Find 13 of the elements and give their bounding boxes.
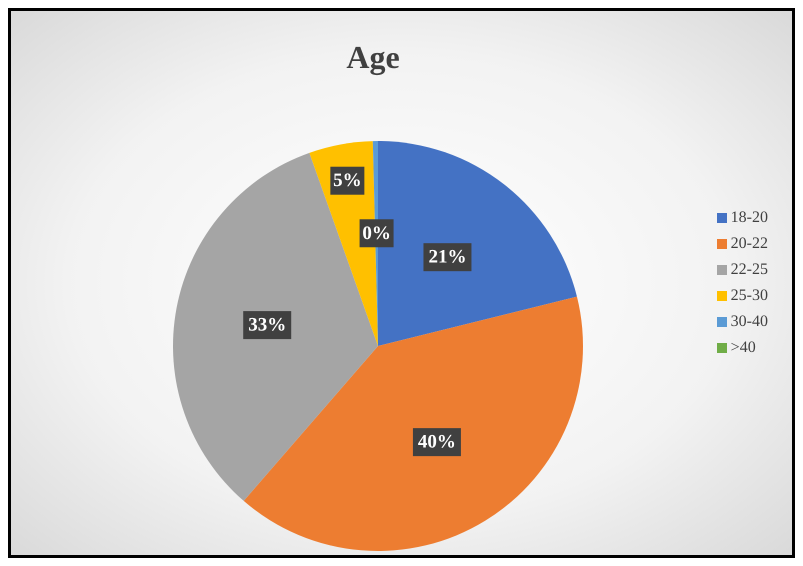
pie-slice xyxy=(244,296,583,551)
legend-label: 30-40 xyxy=(730,313,768,330)
data-label: 5% xyxy=(333,170,362,192)
data-label: 0% xyxy=(362,222,391,244)
legend-label: 22-25 xyxy=(730,261,768,278)
legend-label: 18-20 xyxy=(730,209,768,226)
data-label: 21% xyxy=(428,246,466,268)
data-label: 33% xyxy=(248,314,286,336)
legend-label: 20-22 xyxy=(730,235,768,252)
legend-label: >40 xyxy=(730,339,756,356)
chart-title: Age xyxy=(345,39,401,76)
data-label: 40% xyxy=(418,432,456,453)
legend-label: 25-30 xyxy=(730,287,768,304)
